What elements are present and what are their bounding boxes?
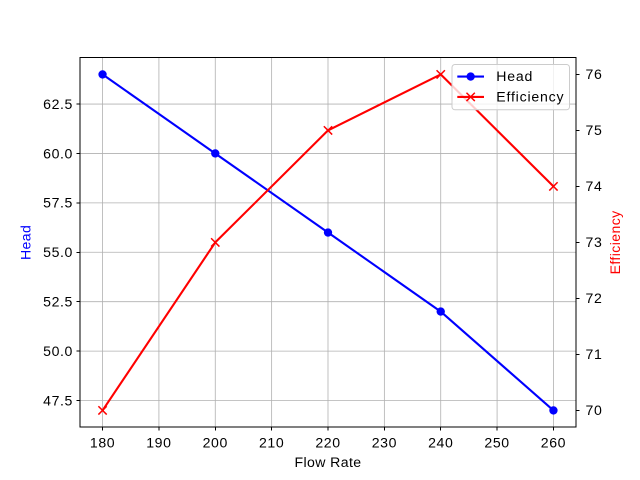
svg-text:220: 220 — [315, 434, 340, 450]
svg-text:76: 76 — [586, 66, 603, 82]
svg-text:52.5: 52.5 — [43, 293, 73, 309]
svg-text:210: 210 — [259, 434, 284, 450]
svg-text:74: 74 — [586, 178, 603, 194]
svg-text:260: 260 — [541, 434, 566, 450]
svg-text:180: 180 — [90, 434, 115, 450]
svg-text:Flow Rate: Flow Rate — [294, 454, 361, 470]
svg-text:55.0: 55.0 — [43, 244, 73, 260]
svg-text:72: 72 — [586, 290, 603, 306]
svg-text:60.0: 60.0 — [43, 145, 73, 161]
svg-text:70: 70 — [586, 402, 603, 418]
svg-text:50.0: 50.0 — [43, 343, 73, 359]
svg-text:Head: Head — [17, 225, 33, 260]
svg-text:240: 240 — [428, 434, 453, 450]
svg-text:Efficiency: Efficiency — [496, 89, 564, 105]
svg-text:57.5: 57.5 — [43, 195, 73, 211]
svg-text:Efficiency: Efficiency — [607, 210, 623, 275]
svg-text:71: 71 — [586, 346, 603, 362]
svg-text:250: 250 — [484, 434, 509, 450]
svg-text:73: 73 — [586, 234, 603, 250]
svg-text:Head: Head — [496, 68, 533, 84]
svg-text:62.5: 62.5 — [43, 96, 73, 112]
svg-text:200: 200 — [203, 434, 228, 450]
svg-text:190: 190 — [146, 434, 171, 450]
svg-text:47.5: 47.5 — [43, 392, 73, 408]
svg-text:230: 230 — [372, 434, 397, 450]
svg-text:75: 75 — [586, 122, 603, 138]
